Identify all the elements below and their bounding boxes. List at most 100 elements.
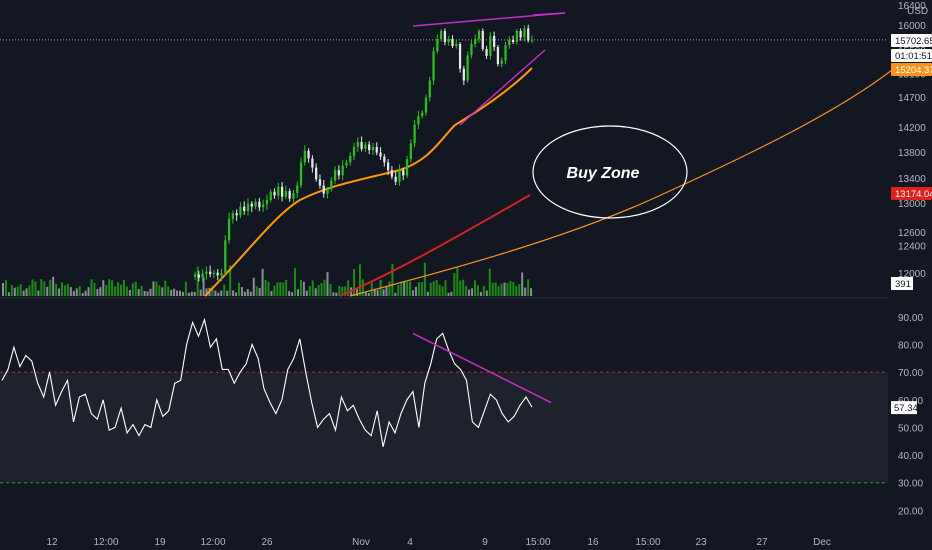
- volume-bar: [34, 281, 37, 296]
- candle-body: [470, 44, 473, 56]
- volume-bar: [512, 281, 515, 296]
- candle-body: [227, 218, 231, 241]
- volume-bar: [43, 281, 46, 296]
- volume-bar: [302, 281, 305, 296]
- candle-body: [364, 144, 367, 149]
- volume-bar: [356, 289, 358, 296]
- volume-bar: [456, 267, 459, 296]
- volume-bar: [270, 291, 273, 296]
- volume-bar: [19, 284, 22, 296]
- volume-bar: [7, 292, 10, 296]
- volume-bar: [415, 286, 417, 296]
- candle-body: [258, 201, 261, 208]
- candle-body: [246, 203, 250, 211]
- volume-bar: [137, 289, 140, 296]
- volume-bar: [187, 292, 190, 296]
- candle-body: [193, 274, 197, 277]
- volume-bar: [13, 287, 16, 296]
- ma-slow-line: [339, 194, 531, 297]
- volume-bar: [299, 279, 302, 296]
- volume-bar: [447, 292, 450, 296]
- volume-bar: [308, 286, 311, 296]
- volume-tag-label: 391: [895, 279, 911, 290]
- volume-bar: [66, 283, 69, 296]
- volume-bar: [344, 286, 347, 296]
- candle-body: [511, 40, 515, 42]
- candle-body: [307, 150, 310, 159]
- volume-bar: [282, 282, 285, 296]
- candle-body: [322, 185, 325, 194]
- price-tick-label: 14700: [898, 93, 926, 104]
- candle-body: [326, 189, 329, 194]
- volume-bar: [235, 292, 238, 296]
- volume-bar: [223, 284, 226, 296]
- triangle-apex-line: [532, 12, 566, 16]
- volume-bar: [114, 286, 117, 296]
- candle-body: [424, 97, 428, 113]
- volume-bar: [276, 282, 279, 296]
- volume-bar: [232, 290, 235, 296]
- volume-bar: [441, 286, 444, 296]
- volume-bar: [406, 281, 409, 296]
- volume-bar: [125, 286, 128, 296]
- volume-bar: [388, 281, 391, 296]
- volume-bar: [176, 290, 179, 296]
- candle-body: [239, 206, 242, 216]
- time-tick-label: Dec: [813, 537, 831, 548]
- candle-body: [466, 55, 469, 81]
- candle-body: [269, 191, 272, 200]
- candle-body: [496, 47, 500, 65]
- price-tick-label: 12000: [898, 269, 926, 280]
- price-tick-label: 13800: [898, 148, 926, 159]
- volume-bar: [87, 287, 90, 296]
- candle-body: [421, 112, 424, 117]
- volume-bar: [184, 281, 187, 296]
- volume-bar: [52, 276, 55, 296]
- volume-bar: [63, 285, 66, 296]
- volume-bar: [37, 290, 40, 296]
- price-tick-label: 12400: [898, 242, 926, 253]
- volume-bar: [243, 291, 246, 296]
- volume-tag-bg: [891, 277, 913, 290]
- candle-body: [428, 80, 431, 98]
- volume-bar: [332, 292, 335, 296]
- candle-body: [292, 193, 295, 199]
- volume-bar: [488, 268, 491, 296]
- candle-body: [235, 213, 238, 216]
- volume-bar: [482, 285, 485, 296]
- volume-bar: [140, 285, 143, 296]
- volume-bar: [249, 291, 252, 296]
- volume-bar: [485, 290, 488, 296]
- candle-body: [417, 116, 420, 125]
- volume-bar: [506, 282, 509, 296]
- candle-body: [489, 36, 492, 56]
- volume-bar: [420, 282, 423, 296]
- volume-bar: [338, 286, 341, 296]
- candle-body: [337, 170, 341, 176]
- volume-bar: [373, 288, 376, 296]
- volume-bar: [229, 265, 232, 296]
- volume-bar: [491, 282, 494, 296]
- price-tick-label: 13000: [898, 199, 926, 210]
- price-tag-bg: [891, 49, 932, 62]
- rsi-divergence-line: [412, 332, 552, 404]
- price-tag-label: 15702.65: [895, 36, 932, 47]
- price-tick-label: 16000: [898, 21, 926, 32]
- volume-bar: [181, 291, 184, 296]
- volume-bar: [72, 291, 75, 296]
- volume-bar: [409, 281, 412, 296]
- price-tag-bg: [891, 34, 932, 47]
- volume-bar: [16, 286, 19, 296]
- volume-bar: [99, 287, 102, 296]
- candle-body: [413, 124, 416, 144]
- volume-bar: [164, 280, 167, 296]
- rsi-tick-label: 80.00: [898, 340, 923, 351]
- time-tick-label: Nov: [352, 537, 370, 548]
- rsi-tag-label: 57.34: [894, 403, 918, 414]
- price-tick-label: 12600: [898, 228, 926, 239]
- volume-bar: [494, 282, 497, 296]
- volume-bar: [167, 286, 170, 296]
- candle-body: [262, 204, 265, 208]
- volume-bar: [320, 282, 323, 296]
- candle-body: [436, 39, 439, 52]
